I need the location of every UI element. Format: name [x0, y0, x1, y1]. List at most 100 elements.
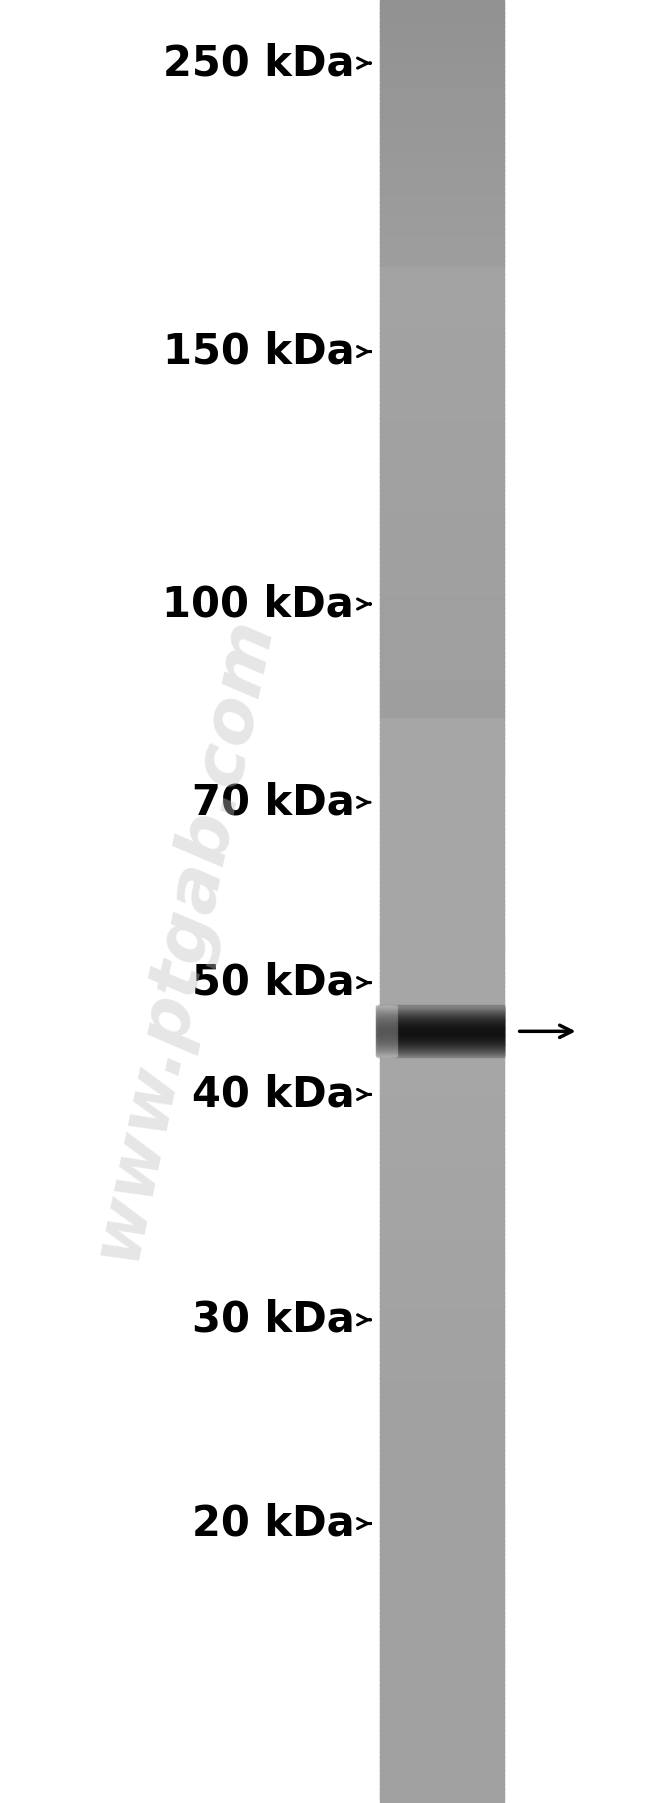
- Bar: [380, 67, 504, 72]
- Bar: [380, 1648, 504, 1655]
- Bar: [380, 656, 504, 664]
- Bar: [380, 440, 504, 445]
- Bar: [380, 921, 504, 929]
- Bar: [380, 1706, 504, 1713]
- Bar: [380, 395, 504, 400]
- Bar: [380, 746, 504, 754]
- Bar: [380, 1305, 504, 1311]
- Bar: [380, 449, 504, 454]
- Bar: [380, 674, 504, 680]
- Bar: [380, 85, 504, 90]
- Bar: [380, 984, 504, 992]
- Bar: [380, 1662, 504, 1668]
- Bar: [380, 692, 504, 698]
- Bar: [380, 1374, 504, 1379]
- Bar: [380, 359, 504, 364]
- Bar: [380, 1399, 504, 1406]
- Bar: [380, 1450, 504, 1457]
- Bar: [380, 707, 504, 712]
- Bar: [380, 1062, 504, 1067]
- Bar: [380, 344, 504, 352]
- Bar: [380, 1796, 504, 1803]
- Bar: [380, 858, 504, 865]
- Bar: [380, 1359, 504, 1367]
- Bar: [380, 993, 504, 1001]
- Bar: [380, 1197, 504, 1204]
- Bar: [380, 1338, 504, 1343]
- Bar: [380, 1680, 504, 1686]
- Bar: [380, 752, 504, 757]
- Bar: [380, 683, 504, 689]
- Bar: [380, 1657, 504, 1662]
- Bar: [380, 1504, 504, 1509]
- Bar: [380, 1327, 504, 1334]
- Bar: [380, 1567, 504, 1572]
- Bar: [380, 1531, 504, 1536]
- Bar: [380, 70, 504, 76]
- Text: 30 kDa: 30 kDa: [192, 1298, 354, 1341]
- Bar: [380, 191, 504, 198]
- Bar: [380, 1129, 504, 1136]
- Bar: [380, 849, 504, 856]
- Bar: [380, 1139, 504, 1145]
- Bar: [380, 1363, 504, 1370]
- Bar: [380, 761, 504, 766]
- Bar: [380, 1477, 504, 1482]
- Bar: [380, 698, 504, 703]
- Bar: [380, 1621, 504, 1626]
- Bar: [380, 382, 504, 388]
- Bar: [380, 1729, 504, 1734]
- Text: 70 kDa: 70 kDa: [192, 781, 354, 824]
- Bar: [380, 1495, 504, 1500]
- Bar: [380, 779, 504, 784]
- Bar: [380, 1742, 504, 1749]
- Bar: [380, 305, 504, 310]
- Bar: [380, 1747, 504, 1753]
- Bar: [380, 1230, 504, 1235]
- Bar: [380, 188, 504, 193]
- Bar: [380, 1630, 504, 1637]
- Bar: [380, 269, 504, 274]
- Bar: [380, 1489, 504, 1496]
- Bar: [380, 220, 504, 225]
- Text: 50 kDa: 50 kDa: [192, 961, 354, 1004]
- Bar: [380, 764, 504, 772]
- Bar: [380, 887, 504, 892]
- Bar: [380, 1432, 504, 1439]
- Bar: [380, 1585, 504, 1590]
- Bar: [380, 169, 504, 175]
- Bar: [380, 1158, 504, 1163]
- Bar: [380, 1017, 504, 1022]
- Bar: [380, 1608, 504, 1614]
- Bar: [380, 1789, 504, 1794]
- Bar: [380, 810, 504, 815]
- Bar: [380, 1188, 504, 1194]
- Bar: [380, 209, 504, 216]
- Bar: [380, 512, 504, 517]
- Bar: [380, 599, 504, 604]
- Bar: [380, 644, 504, 649]
- Bar: [380, 1543, 504, 1551]
- Bar: [380, 499, 504, 505]
- Bar: [380, 1590, 504, 1596]
- Bar: [380, 1345, 504, 1352]
- Bar: [380, 274, 504, 279]
- Bar: [380, 1002, 504, 1010]
- Bar: [380, 1525, 504, 1533]
- Bar: [380, 716, 504, 721]
- Bar: [380, 238, 504, 243]
- Bar: [380, 1039, 504, 1046]
- Bar: [380, 743, 504, 748]
- Bar: [380, 413, 504, 418]
- Bar: [380, 783, 504, 790]
- Bar: [380, 701, 504, 707]
- Bar: [380, 1302, 504, 1307]
- Bar: [380, 526, 504, 532]
- Bar: [380, 1738, 504, 1745]
- Bar: [380, 755, 504, 761]
- Bar: [380, 1396, 504, 1403]
- Bar: [380, 517, 504, 523]
- Bar: [380, 1634, 504, 1641]
- Bar: [380, 570, 504, 577]
- Bar: [380, 963, 504, 968]
